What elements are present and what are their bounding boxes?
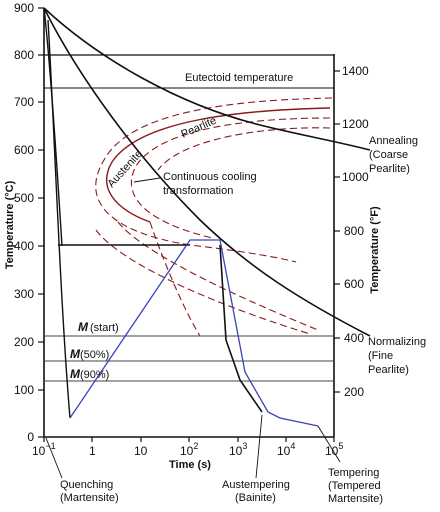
tick-label-200: 200 — [14, 335, 34, 349]
tick-label-300: 300 — [14, 287, 34, 301]
normalizing-label-1: Normalizing — [368, 336, 426, 348]
normalizing-label-3: Pearlite) — [368, 364, 409, 376]
austempering-label-1: Austempering — [222, 479, 290, 491]
tick-label-800f: 800 — [344, 224, 364, 238]
cct-label-line2: transformation — [163, 185, 233, 197]
austenite-label: Austenite — [105, 148, 145, 190]
quenching-label-1: Quenching — [60, 479, 113, 491]
tick-label-time-1: 1 — [89, 444, 96, 458]
tick-label-500: 500 — [14, 191, 34, 205]
annealing-curve — [43, 7, 371, 151]
start-curve-solid — [106, 107, 331, 223]
finish-curve — [131, 117, 331, 239]
tick-label-600f: 600 — [344, 277, 364, 291]
tempering-label-2: (Tempered — [328, 480, 381, 492]
tick-label-400: 400 — [14, 239, 34, 253]
tick-label-1200: 1200 — [342, 117, 369, 131]
tick-label-200f: 200 — [344, 385, 364, 399]
tick-label-1000: 1000 — [342, 170, 369, 184]
finish-curve-inner — [157, 127, 331, 171]
tick-label-700: 700 — [14, 95, 34, 109]
reference-lines — [44, 54, 334, 382]
cooling-curves — [43, 7, 371, 419]
tempering-label-1: Tempering — [328, 467, 379, 479]
x-axis-title: Time (s) — [169, 459, 211, 471]
cct-label-line1: Continuous cooling — [163, 171, 257, 183]
austempering-path — [219, 244, 263, 413]
right-axis — [334, 70, 340, 393]
x-axis — [43, 437, 335, 442]
normalizing-label-2: (Fine — [368, 350, 393, 362]
tick-label-0: 0 — [27, 430, 34, 444]
left-axis-tick-labels: 900 800 700 600 500 400 300 200 100 0 — [14, 1, 34, 444]
bainite-nose — [149, 221, 201, 337]
m-start-label: M (start) — [78, 320, 119, 334]
tick-label-time-1000: 103 — [229, 441, 247, 458]
x-axis-tick-labels: 10−1 1 10 102 103 104 105 — [32, 441, 343, 458]
austempering-label-2: (Bainite) — [235, 492, 276, 504]
m50-label: M(50%) — [70, 347, 109, 361]
tick-label-400f: 400 — [344, 331, 364, 345]
tempering-label-3: Martensite) — [328, 493, 383, 505]
plot-labels: Austenite Pearlite Continuous cooling tr… — [70, 115, 257, 381]
right-axis-title: Temperature (°F) — [369, 206, 381, 294]
start-curve-outer — [95, 97, 333, 263]
tick-label-100: 100 — [14, 383, 34, 397]
lower-nose-curve-2 — [117, 221, 319, 331]
right-axis-tick-labels: 1400 1200 1000 800 600 400 200 — [342, 64, 369, 399]
tick-label-time-10: 10 — [134, 444, 148, 458]
tick-label-time-100: 102 — [180, 441, 198, 458]
tick-label-time-10000: 104 — [277, 441, 295, 458]
normalizing-curve — [43, 7, 371, 337]
tick-label-time-0.1: 10−1 — [32, 441, 56, 458]
tick-label-900: 900 — [14, 1, 34, 15]
annealing-label-2: (Coarse — [369, 149, 408, 161]
tick-label-600: 600 — [14, 143, 34, 157]
lower-nose-curve — [95, 229, 311, 335]
quenching-label-2: (Martensite) — [60, 492, 119, 504]
m90-label: M(90%) — [70, 367, 109, 381]
tick-label-1400: 1400 — [342, 64, 369, 78]
eutectoid-temperature-label: Eutectoid temperature — [185, 72, 293, 84]
quenching-drop — [47, 19, 71, 419]
pearlite-label: Pearlite — [179, 115, 218, 141]
annealing-label-1: Annealing — [369, 135, 418, 147]
annealing-label-3: Pearlite) — [369, 163, 410, 175]
tempering-path — [69, 239, 319, 427]
transformation-curves — [95, 97, 333, 337]
left-axis — [38, 7, 44, 438]
process-labels: Annealing (Coarse Pearlite) Normalizing … — [45, 135, 426, 505]
tick-label-800: 800 — [14, 48, 34, 62]
left-axis-title: Temperature (°C) — [4, 180, 16, 269]
tick-label-time-100000: 105 — [325, 441, 343, 458]
